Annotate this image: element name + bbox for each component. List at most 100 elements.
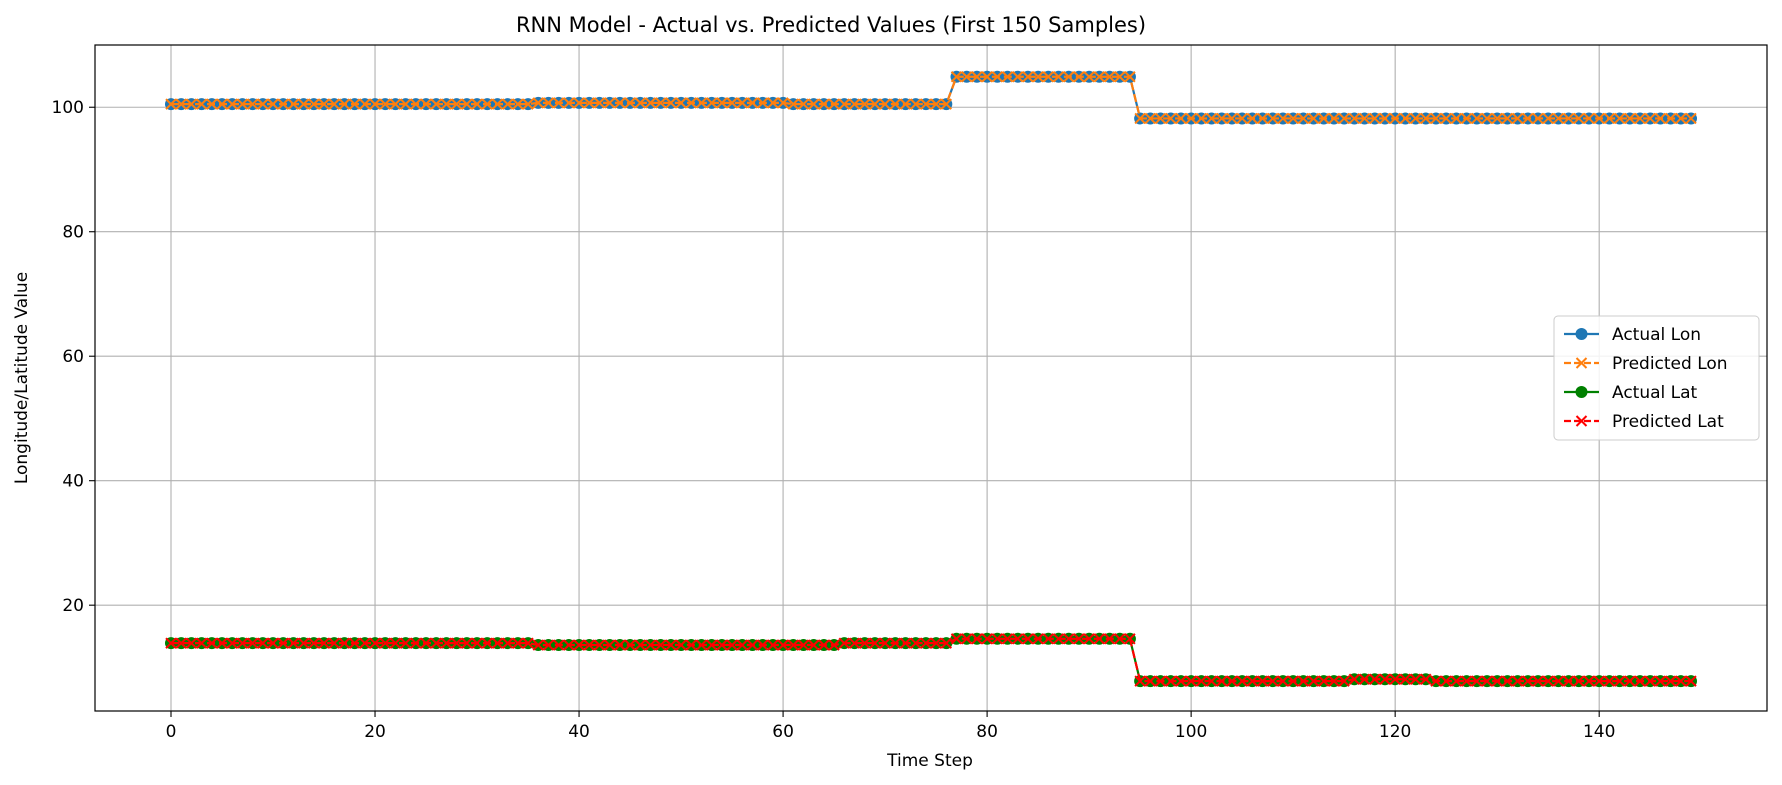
data-point (1134, 675, 1146, 687)
data-point (583, 97, 595, 109)
data-point (1205, 112, 1218, 125)
data-point (308, 98, 320, 110)
data-point (736, 639, 748, 651)
data-point (359, 98, 371, 110)
data-point (1654, 675, 1667, 687)
data-point (1664, 675, 1677, 687)
data-point (440, 637, 453, 649)
data-point (1460, 675, 1473, 687)
data-point (1369, 673, 1381, 685)
data-point (226, 98, 238, 110)
data-point (389, 98, 402, 110)
data-point (1236, 112, 1248, 125)
data-point (1287, 112, 1299, 125)
data-point (563, 639, 575, 651)
data-point (552, 639, 565, 651)
data-point (1471, 112, 1483, 125)
data-point (1165, 112, 1177, 125)
data-point (532, 97, 544, 109)
data-point (1124, 633, 1136, 645)
data-point (206, 98, 218, 110)
data-point (1358, 112, 1371, 125)
data-point (1675, 675, 1687, 687)
data-point (879, 98, 891, 110)
data-point (512, 637, 524, 649)
data-point (359, 637, 371, 649)
data-point (756, 639, 769, 651)
data-point (1093, 633, 1106, 645)
legend-label: Actual Lon (1612, 325, 1701, 345)
data-point (1409, 673, 1422, 685)
data-point (1358, 673, 1371, 685)
data-point (1083, 71, 1095, 83)
data-point (1246, 675, 1259, 687)
data-point (807, 639, 820, 651)
legend-label: Predicted Lat (1612, 412, 1724, 432)
data-point (1001, 71, 1014, 83)
data-point (267, 637, 279, 649)
data-point (1522, 112, 1534, 125)
data-point (185, 98, 198, 110)
data-point (410, 98, 422, 110)
data-point (1032, 633, 1044, 645)
data-point (195, 637, 208, 649)
data-point (1562, 675, 1575, 687)
data-point (1593, 112, 1605, 125)
data-point (1532, 675, 1544, 687)
data-point (1226, 675, 1238, 687)
data-point (797, 639, 810, 651)
data-point (165, 637, 177, 649)
data-point (960, 633, 973, 645)
data-point (1369, 112, 1381, 125)
data-point (1420, 112, 1432, 125)
plot-frame (94, 44, 1768, 712)
data-point (940, 637, 953, 649)
grid (95, 45, 1767, 711)
data-point (287, 637, 300, 649)
data-point (787, 639, 799, 651)
data-point (1634, 112, 1646, 125)
data-point (318, 98, 330, 110)
data-point (1267, 675, 1279, 687)
data-point (1379, 112, 1391, 125)
data-point (1103, 633, 1116, 645)
data-point (787, 98, 799, 110)
data-point (399, 637, 412, 649)
data-point (1256, 675, 1269, 687)
data-point (440, 98, 453, 110)
data-point (950, 71, 963, 83)
data-point (1450, 675, 1463, 687)
data-point (858, 637, 871, 649)
data-point (675, 639, 687, 651)
data-point (1471, 675, 1483, 687)
data-point (920, 98, 932, 110)
data-point (593, 97, 606, 109)
data-point (471, 98, 483, 110)
data-point (501, 98, 514, 110)
data-point (1491, 675, 1503, 687)
data-point (420, 98, 432, 110)
data-point (1114, 633, 1126, 645)
data-point (461, 98, 473, 110)
data-point (593, 639, 606, 651)
data-point (338, 637, 351, 649)
data-point (1277, 112, 1289, 125)
data-point (1226, 112, 1238, 125)
data-point (236, 98, 249, 110)
data-point (257, 637, 269, 649)
data-point (1297, 675, 1310, 687)
data-point (1552, 112, 1565, 125)
data-point (1573, 675, 1585, 687)
data-point (1144, 675, 1157, 687)
data-point (1318, 112, 1330, 125)
data-point (369, 98, 381, 110)
data-point (1511, 675, 1524, 687)
legend-item: Actual Lon (1564, 325, 1701, 345)
data-point (1277, 675, 1289, 687)
data-point (909, 637, 922, 649)
data-point (1052, 71, 1065, 83)
data-point (1328, 112, 1340, 125)
data-point (246, 98, 259, 110)
data-point (1450, 112, 1463, 125)
data-point (573, 97, 585, 109)
